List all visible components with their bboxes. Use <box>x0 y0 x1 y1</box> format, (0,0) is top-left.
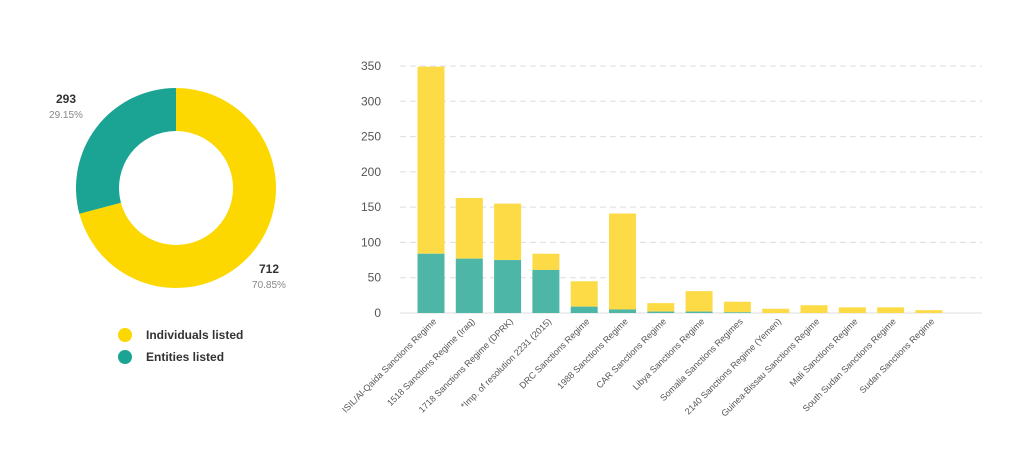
y-tick-label: 0 <box>374 306 381 320</box>
x-category-label: Mali Sanctions Regime <box>788 316 860 388</box>
bar-entities[interactable] <box>494 260 522 313</box>
bar-individuals[interactable] <box>494 203 522 261</box>
individuals-swatch <box>118 328 132 342</box>
entities-swatch <box>118 350 132 364</box>
legend-item-entities[interactable]: Entities listed <box>118 346 243 368</box>
bar-entities[interactable] <box>685 311 713 313</box>
bar-individuals[interactable] <box>455 197 483 259</box>
bar-individuals[interactable] <box>723 301 751 313</box>
bar-entities[interactable] <box>532 269 560 313</box>
entities-count-label: 293 <box>56 92 76 106</box>
bar-entities[interactable] <box>417 253 445 313</box>
bar-entities[interactable] <box>570 306 598 313</box>
y-tick-label: 50 <box>368 271 382 285</box>
bar-individuals[interactable] <box>647 303 675 312</box>
bar-individuals[interactable] <box>609 213 636 310</box>
x-category-label: Sudan Sanctions Regime <box>857 316 936 395</box>
x-category-label: Libya Sanctions Regime <box>631 316 707 392</box>
bar-individuals[interactable] <box>762 308 790 313</box>
x-category-label: CAR Sanctions Regime <box>594 316 668 390</box>
legend-label-entities: Entities listed <box>146 350 225 364</box>
bar-individuals[interactable] <box>915 310 943 313</box>
bar-individuals[interactable] <box>685 291 713 312</box>
bar-entities[interactable] <box>455 258 483 313</box>
bar-individuals[interactable] <box>800 305 828 313</box>
x-category-label: DRC Sanctions Regime <box>517 316 591 390</box>
legend-item-individuals[interactable]: Individuals listed <box>118 324 243 346</box>
individuals-count-label: 712 <box>259 262 279 276</box>
y-tick-label: 200 <box>361 165 381 179</box>
donut-slice-entities[interactable] <box>76 88 176 214</box>
y-tick-label: 300 <box>361 94 381 108</box>
donut-slice-individuals[interactable] <box>79 88 276 288</box>
bar-individuals[interactable] <box>570 281 598 307</box>
bar-individuals[interactable] <box>877 307 905 313</box>
y-tick-label: 150 <box>361 200 381 214</box>
y-tick-label: 100 <box>361 235 381 249</box>
bar-individuals[interactable] <box>417 66 445 254</box>
bar-entities[interactable] <box>723 312 751 313</box>
bar-individuals[interactable] <box>838 307 866 313</box>
entities-percent-label: 29.15% <box>49 110 83 121</box>
individuals-percent-label: 70.85% <box>252 280 286 291</box>
y-tick-label: 250 <box>361 130 381 144</box>
bar-entities[interactable] <box>647 311 675 313</box>
bar-entities[interactable] <box>609 309 636 313</box>
x-category-label: 1988 Sanctions Regime <box>555 316 630 391</box>
y-tick-label: 350 <box>361 59 381 73</box>
bar-individuals[interactable] <box>532 253 560 270</box>
legend-label-individuals: Individuals listed <box>146 328 244 342</box>
legend: Individuals listed Entities listed <box>118 324 243 368</box>
